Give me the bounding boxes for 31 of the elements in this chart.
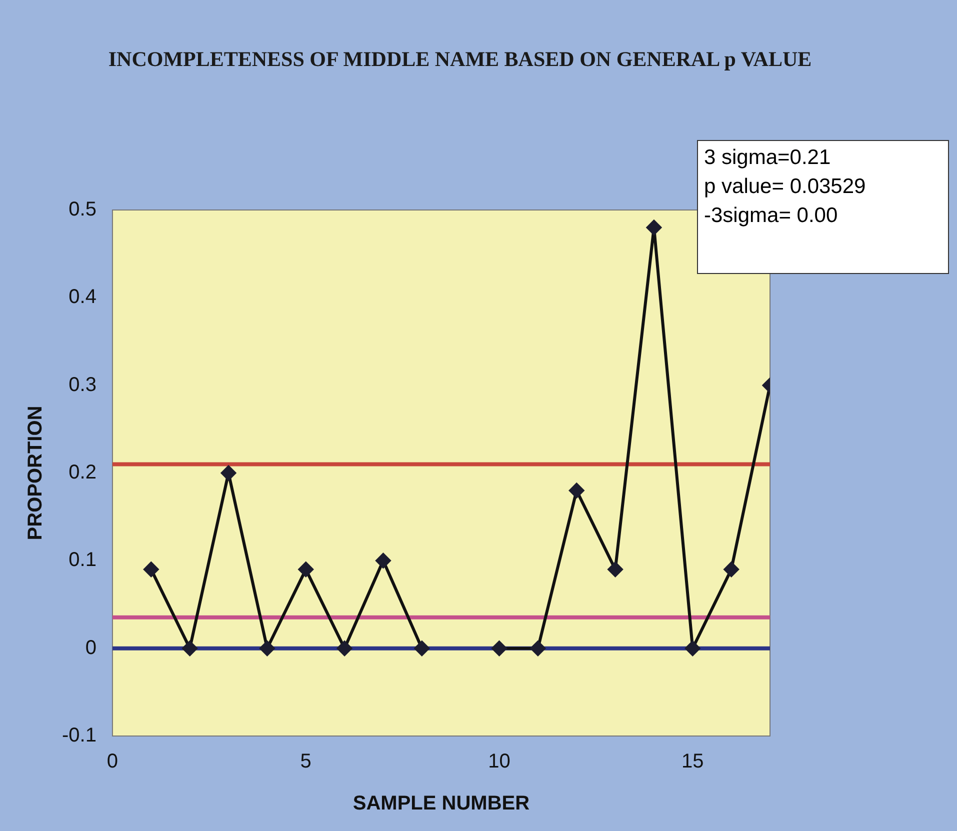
chart-title: INCOMPLETENESS OF MIDDLE NAME BASED ON GENERAL p VALUE [107,46,813,73]
point [221,466,236,480]
y-tick-label: 0.1 [68,549,96,572]
y-tick-label: 0.3 [68,374,96,396]
point [144,562,159,577]
x-tick-label: 5 [300,750,312,773]
x-tick-label: 15 [682,750,704,773]
x-tick-label: 10 [488,750,510,773]
point [337,640,352,656]
y-tick-label: 0.4 [68,286,96,308]
point [182,640,198,656]
point [492,640,507,656]
point [530,640,546,656]
point [376,553,391,568]
callout-box: 3 sigma=0.21 p value= 0.03529 -3sigma= 0.00 [697,140,949,274]
y-tick-label: 0 [85,636,96,659]
y-tick-label: -0.1 [62,724,96,747]
point [260,640,275,656]
point [724,562,739,577]
point [646,220,662,236]
point [414,640,430,656]
point [298,562,314,577]
y-axis-title: PROPORTION [24,406,47,540]
x-axis-title: SAMPLE NUMBER [352,792,530,815]
annotation: -3sigma= 0.00 [704,203,839,229]
point [685,640,700,656]
point [608,562,623,577]
y-tick-label: 0.5 [68,198,96,221]
y-tick-label: 0.2 [68,462,96,484]
x-tick-label: 0 [106,750,118,773]
point [569,483,584,498]
